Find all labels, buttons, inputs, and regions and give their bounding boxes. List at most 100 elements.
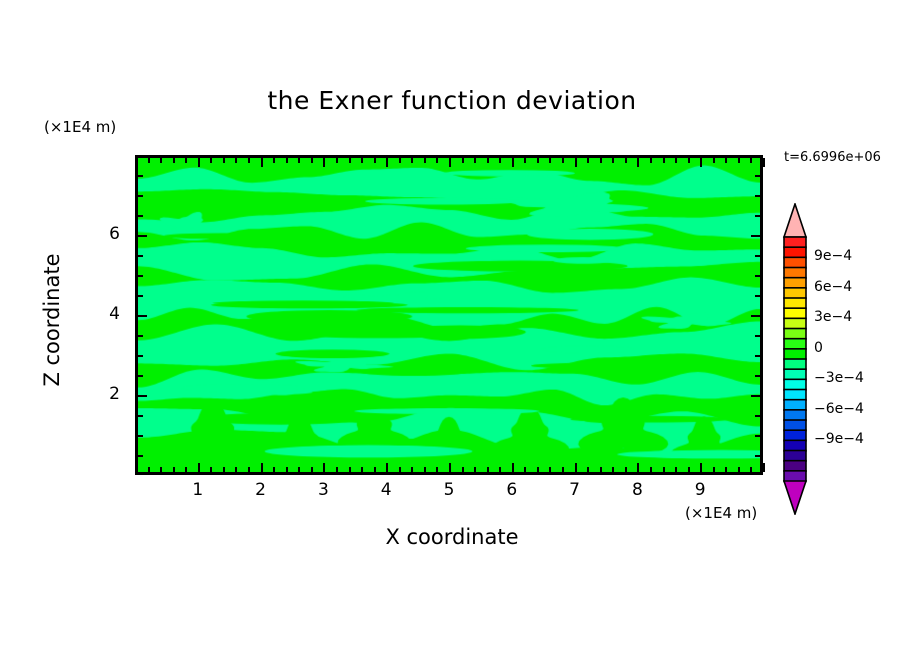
colorbar-band xyxy=(783,368,807,381)
x-axis-tick xyxy=(336,158,338,163)
y-axis-tick xyxy=(138,415,143,417)
y-axis-tick-label: 6 xyxy=(109,224,120,244)
colorbar-tick-label: 9e−4 xyxy=(814,248,853,265)
y-axis-tick xyxy=(138,315,147,317)
x-axis-units-label: (×1E4 m) xyxy=(685,504,758,522)
x-axis-tick xyxy=(173,467,175,472)
x-axis-tick xyxy=(349,467,351,472)
colorbar-band xyxy=(783,378,807,391)
x-axis-tick xyxy=(537,158,539,163)
x-axis-tick-label: 3 xyxy=(317,480,329,500)
x-axis-tick xyxy=(688,467,690,472)
x-axis-tick xyxy=(273,158,275,163)
x-axis-tick xyxy=(462,467,464,472)
x-axis-tick xyxy=(512,463,514,472)
x-axis-tick-label: 7 xyxy=(569,480,580,500)
colorbar-tick-label: 3e−4 xyxy=(814,309,853,326)
x-axis-tick xyxy=(537,467,539,472)
colorbar-band xyxy=(783,256,807,269)
x-axis-tick xyxy=(286,467,288,472)
x-axis-tick xyxy=(323,463,325,472)
colorbar-band xyxy=(783,236,807,249)
y-axis-tick xyxy=(755,375,760,377)
x-axis-tick xyxy=(612,467,614,472)
x-axis-tick xyxy=(361,158,363,163)
colorbar-band xyxy=(783,439,807,452)
colorbar-band xyxy=(783,409,807,422)
x-axis-tick xyxy=(411,158,413,163)
x-axis-tick xyxy=(725,467,727,472)
colorbar-band xyxy=(783,388,807,401)
x-axis-tick xyxy=(663,158,665,163)
x-axis-tick xyxy=(587,467,589,472)
y-axis-tick xyxy=(755,175,760,177)
y-axis-tick-label: 4 xyxy=(109,304,120,324)
x-axis-tick xyxy=(637,158,639,167)
x-axis-tick xyxy=(223,467,225,472)
x-axis-tick xyxy=(713,158,715,163)
y-axis-tick xyxy=(138,275,143,277)
y-axis-tick-label: 2 xyxy=(109,384,120,404)
x-axis-tick xyxy=(436,467,438,472)
x-axis-tick xyxy=(738,158,740,163)
x-axis-tick xyxy=(575,158,577,167)
x-axis-tick xyxy=(524,467,526,472)
colorbar-tick-label: −9e−4 xyxy=(814,431,864,448)
x-axis-tick xyxy=(286,158,288,163)
y-axis-tick xyxy=(138,375,143,377)
x-axis-tick xyxy=(349,158,351,163)
x-axis-tick xyxy=(763,463,765,472)
x-axis-tick xyxy=(399,467,401,472)
x-axis-tick xyxy=(750,158,752,163)
x-axis-tick xyxy=(261,158,263,167)
x-axis-tick xyxy=(311,467,313,472)
y-axis-tick xyxy=(138,295,143,297)
colorbar-tick-label: −3e−4 xyxy=(814,370,864,387)
colorbar-band xyxy=(783,287,807,300)
x-axis-tick xyxy=(323,158,325,167)
x-axis-tick xyxy=(185,158,187,163)
x-axis-tick xyxy=(587,158,589,163)
y-axis-tick xyxy=(755,295,760,297)
y-axis-tick xyxy=(755,275,760,277)
y-axis-tick xyxy=(138,195,143,197)
x-axis-tick xyxy=(261,463,263,472)
x-axis-tick xyxy=(449,158,451,167)
x-axis-tick xyxy=(625,467,627,472)
x-axis-tick xyxy=(487,158,489,163)
x-axis-tick xyxy=(675,467,677,472)
x-axis-tick xyxy=(600,158,602,163)
colorbar-band xyxy=(783,317,807,330)
y-axis-tick xyxy=(755,455,760,457)
x-axis-tick xyxy=(386,463,388,472)
y-axis-tick xyxy=(138,455,143,457)
x-axis-tick-label: 9 xyxy=(694,480,706,500)
x-axis-tick xyxy=(549,158,551,163)
x-axis-tick xyxy=(248,467,250,472)
x-axis-tick xyxy=(210,467,212,472)
y-axis-tick xyxy=(138,215,143,217)
y-axis-tick xyxy=(138,395,147,397)
x-axis-tick xyxy=(663,467,665,472)
x-axis-tick xyxy=(361,467,363,472)
x-axis-tick xyxy=(198,463,200,472)
x-axis-tick xyxy=(399,158,401,163)
plot-area xyxy=(135,155,763,475)
x-axis-tick xyxy=(625,158,627,163)
colorbar-band xyxy=(783,348,807,361)
x-axis-tick-label: 8 xyxy=(631,480,643,500)
y-axis-tick xyxy=(755,335,760,337)
x-axis-tick xyxy=(499,158,501,163)
x-axis-tick xyxy=(512,158,514,167)
colorbar-band xyxy=(783,276,807,290)
y-axis-units-label: (×1E4 m) xyxy=(44,118,117,136)
x-axis-tick xyxy=(148,158,150,163)
y-axis-tick xyxy=(755,215,760,217)
x-axis-tick xyxy=(311,158,313,163)
y-axis-tick xyxy=(755,195,760,197)
colorbar-band xyxy=(783,470,807,483)
x-axis-tick xyxy=(499,467,501,472)
x-axis-tick xyxy=(575,463,577,472)
colorbar-band xyxy=(783,449,807,462)
